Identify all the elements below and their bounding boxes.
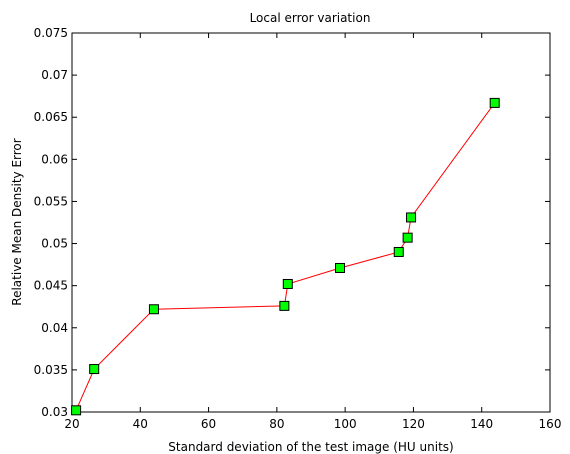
y-tick-label: 0.065: [34, 110, 68, 124]
data-point: [335, 262, 346, 273]
y-tick-label: 0.05: [41, 237, 68, 251]
axis-ticks: [71, 32, 551, 413]
y-axis-label: Relative Mean Density Error: [10, 138, 24, 305]
x-axis-label: Standard deviation of the test image (HU…: [168, 440, 453, 454]
data-point: [489, 97, 500, 108]
x-tick-label: 80: [269, 417, 284, 431]
plot-area: [71, 32, 551, 413]
y-tick-label: 0.03: [41, 405, 68, 419]
y-tick-label: 0.045: [34, 279, 68, 293]
x-tick-label: 140: [470, 417, 493, 431]
data-point: [282, 278, 293, 289]
x-tick-label: 20: [64, 417, 79, 431]
data-point: [393, 246, 404, 257]
y-tick-label: 0.07: [41, 68, 68, 82]
y-tick-label: 0.04: [41, 321, 68, 335]
x-tick-label: 120: [402, 417, 425, 431]
y-tick-label: 0.055: [34, 194, 68, 208]
data-point: [402, 232, 413, 243]
chart-title: Local error variation: [250, 11, 371, 25]
y-tick-label: 0.06: [41, 152, 68, 166]
y-tick-label: 0.075: [34, 26, 68, 40]
data-point: [279, 300, 290, 311]
x-tick-label: 160: [539, 417, 562, 431]
data-point: [89, 364, 100, 375]
y-tick-label: 0.035: [34, 363, 68, 377]
x-tick-labels: 20 40 60 80 100 120 140 160: [64, 417, 561, 431]
x-tick-label: 100: [334, 417, 357, 431]
x-tick-label: 60: [201, 417, 216, 431]
y-tick-labels: 0.03 0.035 0.04 0.045 0.05 0.055 0.06 0.065 0.07…: [34, 26, 68, 419]
data-point: [148, 304, 159, 315]
x-tick-label: 40: [133, 417, 148, 431]
data-markers: [71, 97, 500, 416]
data-point: [406, 212, 417, 223]
data-point: [71, 405, 82, 416]
series-line: [75, 102, 496, 411]
